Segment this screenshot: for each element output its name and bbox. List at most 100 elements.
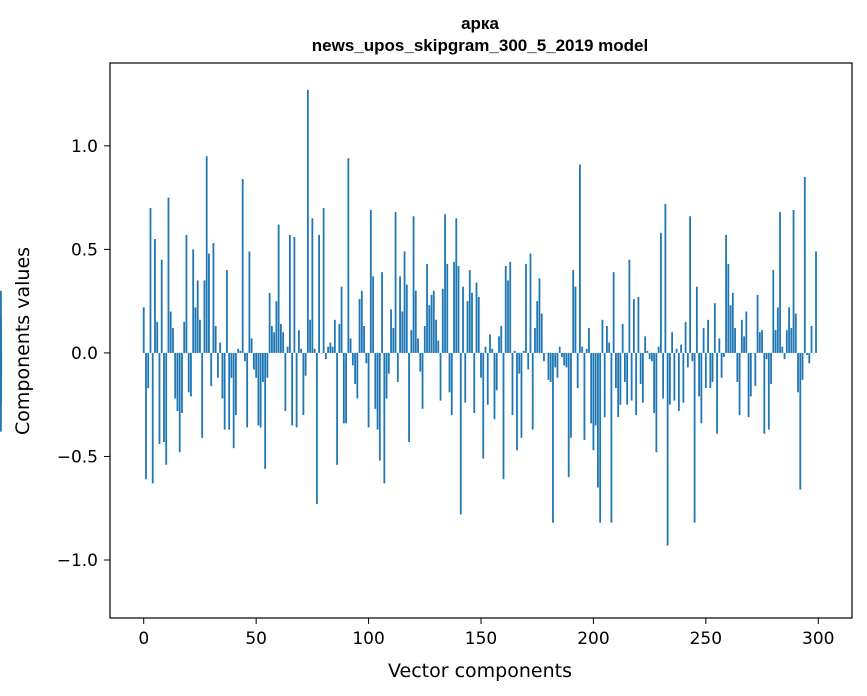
bar bbox=[464, 352, 467, 403]
y-tick-label: 0.5 bbox=[71, 240, 98, 260]
bar bbox=[396, 352, 399, 382]
bar bbox=[385, 352, 388, 399]
bar bbox=[707, 319, 709, 353]
bar bbox=[801, 352, 804, 380]
bar bbox=[659, 232, 662, 353]
bar bbox=[808, 352, 811, 364]
bar bbox=[788, 307, 790, 353]
bar bbox=[264, 352, 267, 469]
bar bbox=[682, 352, 685, 403]
bar bbox=[799, 352, 802, 490]
bar bbox=[695, 286, 698, 353]
bar bbox=[365, 352, 368, 364]
bar bbox=[237, 348, 240, 353]
bar bbox=[410, 330, 413, 353]
bar bbox=[785, 330, 788, 353]
bar bbox=[158, 352, 161, 445]
bar bbox=[405, 284, 408, 353]
bar bbox=[356, 352, 359, 399]
bar bbox=[689, 216, 692, 353]
bar bbox=[484, 346, 487, 353]
bar bbox=[610, 352, 613, 523]
bar bbox=[408, 352, 410, 442]
bar bbox=[482, 352, 485, 459]
bar bbox=[324, 352, 327, 360]
bar bbox=[201, 352, 204, 438]
bar bbox=[626, 352, 629, 405]
bar bbox=[507, 280, 509, 353]
bar bbox=[378, 352, 381, 461]
bar bbox=[194, 307, 197, 353]
bar bbox=[419, 352, 422, 372]
bar bbox=[581, 346, 584, 353]
x-tick-label: 250 bbox=[690, 629, 722, 649]
bar bbox=[347, 158, 350, 353]
bar bbox=[383, 352, 386, 484]
bar bbox=[770, 352, 772, 384]
bar bbox=[704, 352, 707, 389]
bar bbox=[172, 328, 174, 353]
bar bbox=[633, 299, 635, 353]
bar bbox=[597, 352, 599, 488]
bar bbox=[594, 352, 597, 426]
bar bbox=[190, 352, 192, 397]
bar bbox=[226, 270, 228, 353]
bar bbox=[648, 352, 651, 360]
bar bbox=[516, 352, 518, 451]
bar bbox=[486, 352, 489, 405]
y-tick-label: −1.0 bbox=[57, 551, 98, 571]
bar bbox=[574, 286, 577, 353]
bar bbox=[565, 352, 568, 368]
bar bbox=[284, 352, 287, 411]
bar bbox=[426, 263, 428, 353]
bar bbox=[579, 164, 581, 353]
bar bbox=[489, 334, 491, 353]
bar bbox=[677, 352, 680, 411]
bar bbox=[435, 319, 437, 353]
bar bbox=[450, 352, 453, 416]
bar bbox=[466, 301, 469, 353]
bar bbox=[214, 326, 217, 353]
bar bbox=[531, 352, 534, 430]
bar bbox=[617, 352, 620, 418]
bar bbox=[666, 352, 669, 546]
bar bbox=[387, 352, 390, 374]
bar bbox=[538, 278, 541, 353]
bar bbox=[749, 352, 752, 397]
bar bbox=[713, 303, 716, 353]
bar bbox=[369, 210, 372, 353]
bar bbox=[329, 342, 332, 353]
bar bbox=[693, 352, 696, 523]
bar bbox=[561, 352, 563, 358]
bar bbox=[529, 253, 532, 353]
bar bbox=[637, 297, 640, 353]
bar bbox=[554, 352, 557, 368]
bar bbox=[208, 253, 210, 353]
bar bbox=[279, 323, 282, 353]
bar bbox=[203, 280, 206, 353]
bar bbox=[257, 352, 260, 426]
bar bbox=[205, 156, 208, 353]
bar bbox=[765, 352, 768, 360]
bar bbox=[183, 321, 186, 353]
bar bbox=[540, 313, 543, 353]
bar bbox=[758, 332, 761, 353]
bar bbox=[641, 352, 644, 403]
bar bbox=[430, 294, 433, 353]
bar bbox=[608, 342, 611, 353]
x-tick-label: 200 bbox=[577, 629, 609, 649]
bar bbox=[495, 352, 498, 391]
bar bbox=[522, 350, 525, 353]
bar bbox=[246, 352, 249, 428]
bar bbox=[621, 323, 624, 353]
bar bbox=[702, 328, 705, 353]
bar bbox=[270, 326, 273, 353]
bar bbox=[498, 336, 500, 353]
y-axis: −1.0 −0.5 0.0 0.5 1.0 bbox=[57, 137, 110, 571]
bar bbox=[534, 328, 536, 353]
bar bbox=[734, 328, 736, 353]
plot-frame bbox=[109, 62, 853, 619]
bar bbox=[336, 352, 338, 465]
bar bbox=[293, 236, 296, 353]
bar bbox=[698, 352, 700, 397]
